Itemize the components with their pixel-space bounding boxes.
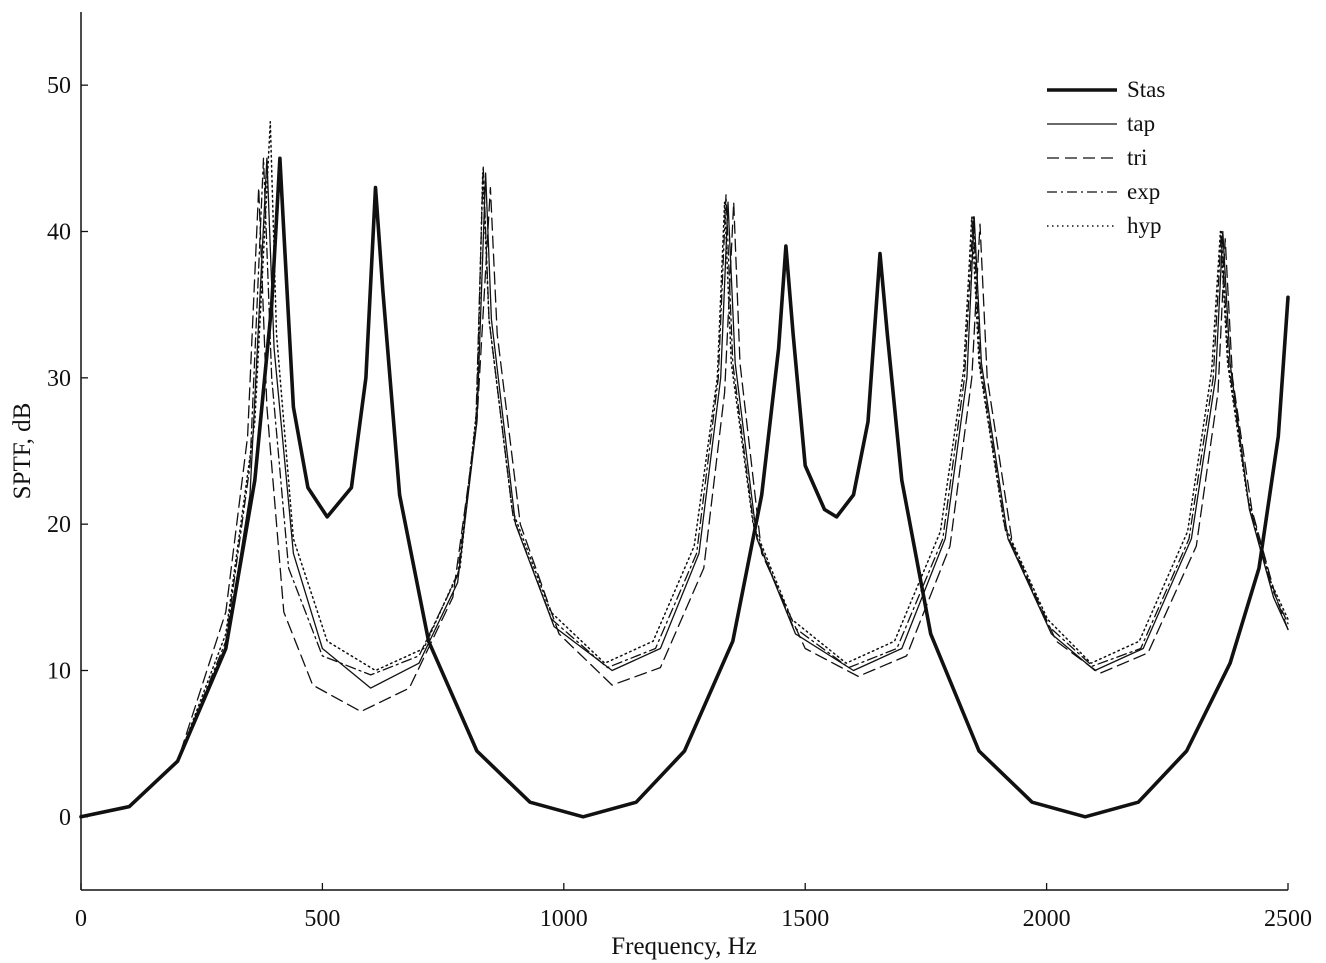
legend-label-exp: exp	[1127, 179, 1160, 204]
legend: Stas tap tri exp hyp	[1047, 77, 1165, 238]
y-tick-label-50: 50	[47, 73, 71, 99]
y-axis-title: SPTF, dB	[9, 403, 36, 500]
x-tick-label-2000: 2000	[1023, 906, 1071, 932]
legend-label-tap: tap	[1127, 111, 1155, 136]
legend-label-hyp: hyp	[1127, 213, 1162, 238]
y-tick-label-10: 10	[47, 659, 71, 685]
x-tick-label-1000: 1000	[540, 906, 588, 932]
x-tick-label-2500: 2500	[1264, 906, 1312, 932]
series-line-Stas	[79, 156, 1290, 819]
plot-area	[79, 121, 1290, 819]
series-line-tap	[80, 157, 1289, 818]
x-tick-label-500: 500	[304, 906, 340, 932]
y-tick-label-0: 0	[59, 805, 71, 831]
axes: 0 500 1000 1500 2000 2500 0 10 20 30 40 50	[47, 12, 1312, 932]
legend-label-tri: tri	[1127, 145, 1147, 170]
x-tick-label-1500: 1500	[781, 906, 829, 932]
legend-label-Stas: Stas	[1127, 77, 1165, 102]
x-axis-title: Frequency, Hz	[611, 933, 757, 960]
y-tick-label-20: 20	[47, 512, 71, 538]
y-tick-label-40: 40	[47, 220, 71, 246]
series-line-hyp	[80, 121, 1289, 818]
series-line-exp	[80, 157, 1289, 818]
y-tick-label-30: 30	[47, 366, 71, 392]
x-tick-label-0: 0	[75, 906, 87, 932]
